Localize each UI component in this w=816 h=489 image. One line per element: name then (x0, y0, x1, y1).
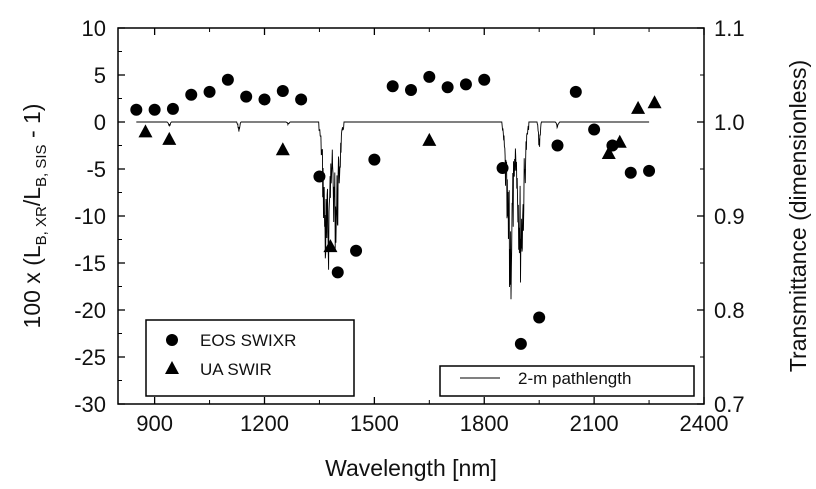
eos-swixr-point-11 (331, 266, 344, 279)
x-tick-label-3: 1800 (460, 411, 509, 436)
eos-swixr-point-1 (148, 103, 161, 116)
eos-swixr-point-28 (643, 164, 656, 177)
legend-circle-marker (166, 334, 178, 346)
y-left-tick-label-3: -5 (86, 157, 106, 182)
y-left-tick-label-5: -15 (74, 251, 106, 276)
eos-swixr-point-4 (203, 85, 216, 98)
eos-swixr-point-7 (258, 93, 271, 106)
axis-ticks (118, 27, 705, 405)
eos-swixr-point-5 (221, 73, 234, 86)
eos-swixr-point-0 (130, 103, 143, 116)
legend-pathlength-label: 2-m pathlength (518, 369, 631, 388)
eos-swixr-point-27 (624, 166, 637, 179)
eos-swixr-point-2 (166, 102, 179, 115)
y-axis-right-title: Transmittance (dimensionless) (785, 60, 811, 372)
legend-scatter: EOS SWIXR UA SWIR (145, 319, 355, 397)
eos-swixr-point-19 (478, 73, 491, 86)
x-axis-title: Wavelength [nm] (325, 455, 497, 481)
ua-swir-point-1 (162, 131, 177, 145)
ua-swir-point-7 (631, 100, 646, 114)
ua-swir-point-8 (647, 95, 662, 109)
legend-line-box (439, 365, 695, 397)
x-tick-label-4: 2100 (570, 411, 619, 436)
x-tick-label-0: 900 (136, 411, 173, 436)
ua-swir-point-0 (138, 124, 153, 138)
legend-triangle-marker (165, 361, 179, 374)
y-left-tick-label-7: -25 (74, 345, 106, 370)
x-tick-label-2: 1500 (350, 411, 399, 436)
eos-swixr-point-20 (496, 162, 509, 175)
transmittance-line (136, 121, 650, 300)
eos-swixr-point-25 (588, 123, 601, 136)
y-left-tick-label-0: 10 (82, 16, 106, 41)
legend-line: 2-m pathlength (439, 365, 695, 397)
y-right-tick-label-0: 1.1 (714, 16, 745, 41)
x-tick-label-1: 1200 (240, 411, 289, 436)
ua-swir-point-5 (601, 146, 616, 160)
axis-tick-labels: 900 1200 1500 1800 2100 2400 10 5 0 -5 -10 -15 -20 -2… (74, 16, 744, 436)
eos-swixr-point-13 (368, 153, 381, 166)
eos-swixr-point-14 (386, 80, 399, 93)
legend-scatter-box (145, 319, 355, 397)
legend-eos-swixr-label: EOS SWIXR (200, 331, 296, 350)
data-marks (130, 70, 662, 350)
eos-swixr-point-15 (405, 84, 417, 97)
eos-swixr-point-17 (441, 81, 454, 94)
ua-swir-point-3 (323, 239, 338, 253)
eos-swixr-point-3 (185, 88, 198, 101)
y-right-tick-label-2: 0.9 (714, 204, 745, 229)
eos-swixr-point-12 (350, 244, 363, 257)
y-left-tick-label-6: -20 (74, 298, 106, 323)
ua-swir-point-6 (612, 134, 627, 148)
y-right-tick-label-3: 0.8 (714, 298, 745, 323)
eos-swixr-point-16 (423, 70, 436, 83)
y-left-tick-label-2: 0 (94, 110, 106, 135)
eos-swixr-point-9 (295, 93, 308, 106)
x-tick-label-5: 2400 (680, 411, 729, 436)
eos-swixr-point-21 (514, 337, 527, 350)
eos-swixr-point-6 (240, 90, 253, 103)
y-left-tick-label-4: -10 (74, 204, 106, 229)
y-left-tick-label-1: 5 (94, 63, 106, 88)
y-right-tick-label-4: 0.7 (714, 392, 745, 417)
eos-swixr-point-10 (313, 170, 326, 183)
eos-swixr-point-24 (569, 85, 582, 98)
eos-swixr-point-18 (459, 78, 472, 91)
legend-ua-swir-label: UA SWIR (200, 360, 272, 379)
eos-swixr-point-8 (276, 84, 289, 97)
ua-swir-point-2 (275, 142, 290, 156)
eos-swixr-point-22 (533, 311, 546, 324)
y-right-tick-label-1: 1.0 (714, 110, 745, 135)
y-axis-left-title: 100 x (LB, XR/LB, SIS - 1) (19, 104, 50, 329)
ua-swir-point-4 (422, 132, 437, 146)
eos-swixr-point-23 (551, 139, 564, 152)
y-left-tick-label-8: -30 (74, 392, 106, 417)
